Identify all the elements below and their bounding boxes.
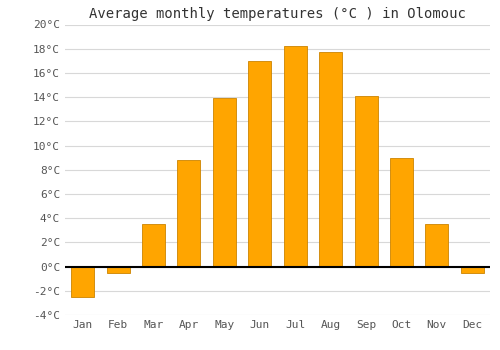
Bar [390, 158, 413, 267]
Bar [248, 61, 272, 267]
Title: Average monthly temperatures (°C ) in Olomouc: Average monthly temperatures (°C ) in Ol… [89, 7, 466, 21]
Bar [284, 46, 306, 267]
Bar [426, 224, 448, 267]
Bar [71, 267, 94, 297]
Bar [354, 96, 378, 267]
Bar [213, 98, 236, 267]
Bar [106, 267, 130, 273]
Bar [178, 160, 201, 267]
Bar [319, 52, 342, 267]
Bar [142, 224, 165, 267]
Bar [461, 267, 484, 273]
